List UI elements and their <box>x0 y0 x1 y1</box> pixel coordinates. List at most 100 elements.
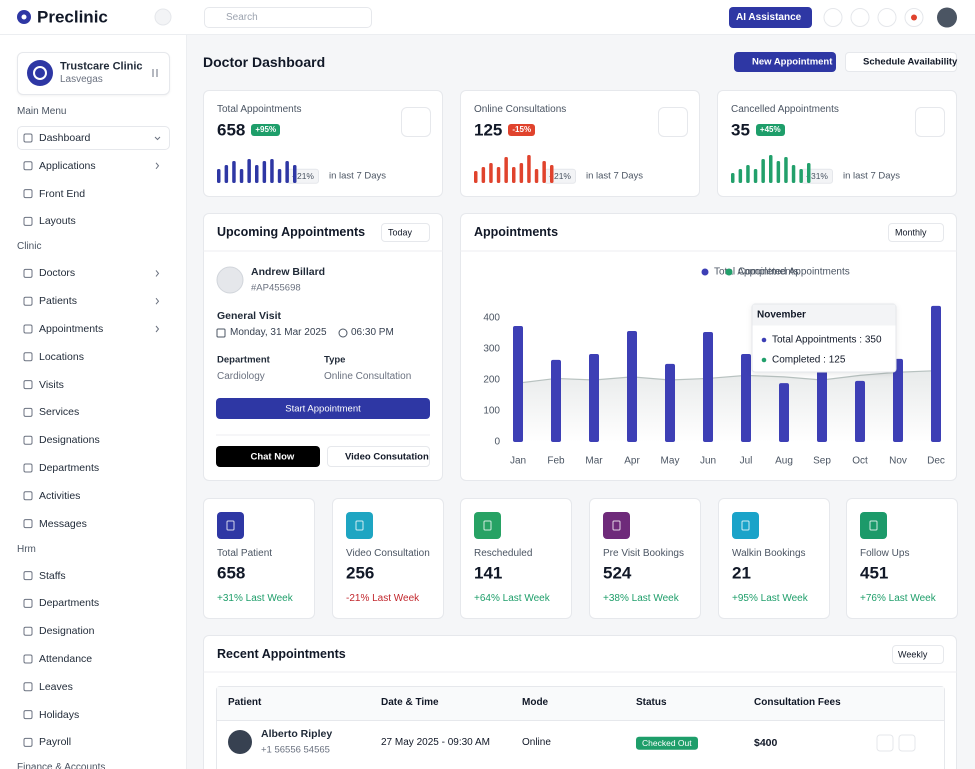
menu-item[interactable]: Dashboard <box>39 131 91 144</box>
menu-section-title: Finance & Accounts <box>17 762 106 769</box>
mini-icon-glyph <box>869 520 878 531</box>
menu-item[interactable]: Designation <box>39 624 95 637</box>
spark-bar <box>217 169 221 183</box>
menu-item[interactable]: Doctors <box>39 267 76 280</box>
spark-bar <box>496 167 501 183</box>
menu-icon <box>23 571 33 581</box>
notification-dot <box>911 14 917 21</box>
spark-bar <box>512 167 516 183</box>
logo-dot <box>21 14 27 20</box>
menu-item[interactable]: Designations <box>39 433 100 446</box>
today-label: Today <box>388 227 413 237</box>
menu-item[interactable]: Appointments <box>39 322 104 335</box>
menu-active[interactable] <box>17 126 170 150</box>
schedule-button[interactable] <box>845 52 957 72</box>
menu-item[interactable]: Departments <box>39 461 100 474</box>
menu-chevron <box>154 136 161 141</box>
spark-bar <box>293 165 297 183</box>
column-header: Consultation Fees <box>754 697 841 708</box>
y-tick-label: 300 <box>483 344 500 355</box>
mini-icon <box>732 512 759 539</box>
mini-label: Walkin Bookings <box>732 548 806 559</box>
sidebar <box>0 35 187 769</box>
mode: Online <box>522 737 551 748</box>
stat-icon <box>915 107 945 137</box>
search-box[interactable] <box>204 7 372 28</box>
clinic-name: Trustcare Clinic <box>60 60 143 73</box>
x-tick-label: Nov <box>889 456 907 467</box>
menu-icon <box>23 352 33 362</box>
video-label: Video Consutation <box>345 450 429 462</box>
calendar-icon <box>216 328 226 338</box>
x-tick-label: Oct <box>852 456 868 467</box>
row-avatar <box>228 730 252 754</box>
x-tick-label: May <box>661 456 680 467</box>
menu-item[interactable]: Front End <box>39 187 86 200</box>
menu-item[interactable]: Locations <box>39 350 84 363</box>
visit-date: Monday, 31 Mar 2025 <box>230 327 327 338</box>
menu-item[interactable]: Visits <box>39 378 64 391</box>
x-tick-label: Dec <box>927 456 945 467</box>
new-appointment-button[interactable] <box>734 52 836 72</box>
action-button <box>876 734 894 752</box>
menu-chevron <box>155 270 160 277</box>
weekly-dropdown[interactable] <box>892 645 944 664</box>
menu-item[interactable]: Services <box>39 406 80 419</box>
menu-item[interactable]: Staffs <box>39 569 66 582</box>
mini-change: +64% Last Week <box>474 593 550 604</box>
stat-value: 658 <box>217 120 246 140</box>
bar <box>589 353 599 442</box>
tooltip-row: Completed : 125 <box>772 355 846 366</box>
menu-icon <box>23 161 33 171</box>
menu-item[interactable]: Activities <box>39 489 81 502</box>
bar <box>741 353 751 442</box>
menu-item[interactable]: Holidays <box>39 708 80 721</box>
chat-label: Chat Now <box>250 450 295 462</box>
menu-item[interactable]: Attendance <box>39 652 93 665</box>
spark-bar <box>232 161 236 183</box>
ai-button[interactable] <box>729 7 812 28</box>
start-button[interactable] <box>216 398 430 419</box>
field-value: Online Consultation <box>324 371 412 382</box>
field-value: Cardiology <box>217 371 265 382</box>
spark-bar <box>474 171 478 183</box>
chat-button[interactable] <box>216 446 320 467</box>
bar <box>513 326 523 442</box>
mini-value: 256 <box>346 563 375 583</box>
menu-item[interactable]: Leaves <box>39 680 73 693</box>
menu-item[interactable]: Layouts <box>39 215 76 228</box>
menu-icon <box>23 189 33 199</box>
today-dropdown[interactable] <box>381 223 430 242</box>
menu-section-title: Hrm <box>17 543 36 555</box>
toolbar-icon <box>877 8 897 27</box>
mini-icon <box>217 512 244 539</box>
spark-bar <box>255 165 259 183</box>
collapse-button <box>154 8 172 26</box>
video-button[interactable] <box>327 446 430 467</box>
menu-item[interactable]: Departments <box>39 597 100 610</box>
table-header <box>217 687 944 721</box>
spark-bar <box>239 169 244 183</box>
spark-bar <box>769 155 773 183</box>
tooltip-dot <box>761 337 767 343</box>
menu-item[interactable]: Patients <box>39 294 77 307</box>
spark-bar <box>534 169 539 183</box>
stat-icon <box>401 107 431 137</box>
clinic-card[interactable] <box>17 52 170 95</box>
menu-icon <box>23 654 33 664</box>
mini-label: Pre Visit Bookings <box>603 548 684 559</box>
menu-item[interactable]: Messages <box>39 517 87 530</box>
mini-icon-glyph <box>355 520 364 531</box>
upcoming-title: Upcoming Appointments <box>217 224 366 239</box>
x-tick-label: Jan <box>510 456 526 467</box>
clinic-location: Lasvegas <box>60 74 103 85</box>
stat-label: Online Consultations <box>474 104 567 115</box>
monthly-dropdown[interactable] <box>888 223 944 242</box>
spark-bar <box>753 169 758 183</box>
upcoming-card <box>203 213 443 481</box>
menu-item[interactable]: Applications <box>39 159 96 172</box>
y-tick-label: 0 <box>494 437 500 448</box>
menu-item[interactable]: Payroll <box>39 736 72 749</box>
weekly-label: Weekly <box>898 649 928 659</box>
